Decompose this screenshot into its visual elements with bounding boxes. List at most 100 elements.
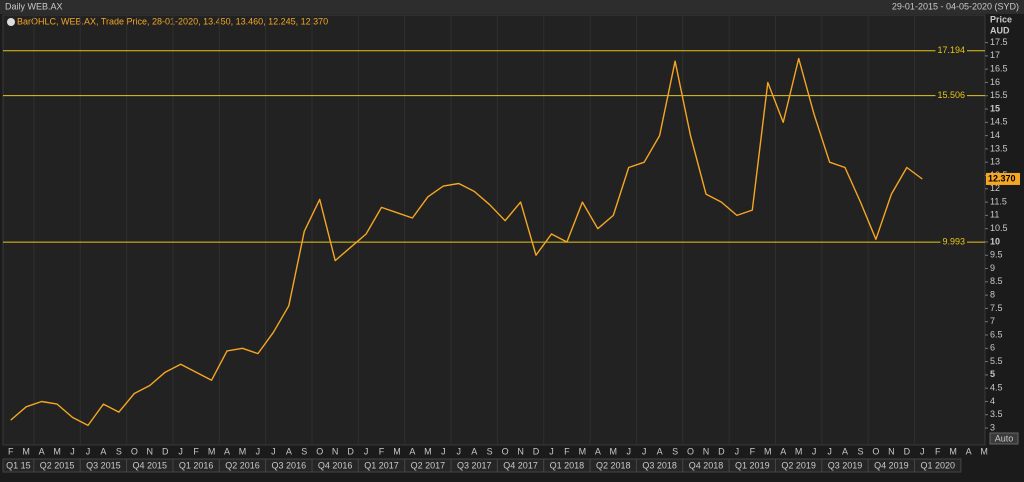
quarter-label: Q4 2018	[689, 460, 724, 470]
y-tick-label: 3.5	[990, 409, 1003, 419]
y-tick-label: 10	[990, 236, 1000, 246]
x-tick-label: M	[579, 446, 587, 456]
x-tick-label: M	[764, 446, 772, 456]
quarter-label: Q1 2017	[364, 460, 399, 470]
x-tick-label: M	[980, 446, 988, 456]
last-price-tag	[986, 172, 1020, 185]
x-tick-label: D	[162, 446, 169, 456]
plot-area	[2, 14, 986, 446]
y-tick-label: 9.5	[990, 250, 1003, 260]
x-tick-label: A	[842, 446, 848, 456]
x-tick-label: M	[22, 446, 30, 456]
x-tick-label: N	[147, 446, 154, 456]
level-label-bg	[935, 45, 967, 56]
quarter-label: Q2 2017	[411, 460, 446, 470]
x-tick-label: O	[502, 446, 509, 456]
y-tick-label: 13	[990, 157, 1000, 167]
y-tick-label: 11.5	[990, 196, 1007, 206]
y-axis-title: Price	[990, 14, 1012, 24]
auto-button-label[interactable]: Auto	[995, 433, 1014, 443]
x-tick-label: F	[564, 446, 570, 456]
y-tick-label: 11	[990, 210, 999, 220]
x-tick-label: F	[935, 446, 941, 456]
x-tick-label: A	[780, 446, 786, 456]
quarter-label: Q3 2019	[828, 460, 863, 470]
quarter-label: Q2 2015	[40, 460, 75, 470]
x-tick-label: F	[193, 446, 199, 456]
chart-title: Daily WEB.AX	[5, 1, 63, 11]
x-tick-label: A	[286, 446, 292, 456]
x-tick-label: D	[718, 446, 725, 456]
quarter-label: Q2 2019	[781, 460, 816, 470]
level-label-bg	[935, 89, 967, 100]
x-tick-label: S	[301, 446, 307, 456]
quarter-label: Q1 2020	[920, 460, 955, 470]
x-tick-label: J	[441, 446, 446, 456]
legend-icon	[7, 18, 15, 26]
x-tick-label: M	[53, 446, 61, 456]
level-label: 17.194	[937, 45, 965, 55]
x-tick-label: S	[116, 446, 122, 456]
x-tick-label: A	[409, 446, 415, 456]
x-tick-label: A	[39, 446, 45, 456]
level-label: 15.506	[937, 90, 965, 100]
quarter-label: Q4 2019	[874, 460, 909, 470]
quarter-label: Q4 2015	[133, 460, 168, 470]
y-tick-label: 16.5	[990, 64, 1008, 74]
quarter-label: Q3 2018	[642, 460, 677, 470]
x-tick-label: F	[750, 446, 756, 456]
x-tick-label: O	[316, 446, 323, 456]
quarter-label: Q2 2016	[225, 460, 260, 470]
quarter-label: Q3 2015	[86, 460, 121, 470]
x-tick-label: N	[332, 446, 339, 456]
quarter-label: Q4 2016	[318, 460, 353, 470]
x-tick-label: S	[487, 446, 493, 456]
x-tick-label: A	[657, 446, 663, 456]
y-tick-label: 4.5	[990, 383, 1003, 393]
x-tick-label: S	[857, 446, 863, 456]
x-tick-label: A	[966, 446, 972, 456]
y-tick-label: 17	[990, 50, 1000, 60]
x-tick-label: J	[626, 446, 631, 456]
x-tick-label: D	[904, 446, 911, 456]
x-tick-label: J	[812, 446, 817, 456]
y-tick-label: 7	[990, 316, 995, 326]
x-tick-label: J	[86, 446, 91, 456]
x-tick-label: J	[364, 446, 369, 456]
quarter-label: Q3 2016	[272, 460, 307, 470]
auto-button[interactable]	[989, 432, 1019, 445]
x-tick-label: N	[888, 446, 895, 456]
x-tick-label: J	[549, 446, 554, 456]
y-tick-label: 8	[990, 289, 995, 299]
x-tick-label: M	[949, 446, 957, 456]
x-tick-label: A	[595, 446, 601, 456]
x-tick-label: D	[533, 446, 540, 456]
quarter-label: Q4 2017	[503, 460, 538, 470]
y-tick-label: 13.5	[990, 143, 1008, 153]
y-tick-label: 6.5	[990, 329, 1003, 339]
x-tick-label: M	[610, 446, 618, 456]
price-line	[10, 57, 923, 427]
quarter-label: Q1 15	[6, 460, 31, 470]
quarter-label: Q1 2018	[550, 460, 585, 470]
quarter-label: Q1 2016	[179, 460, 214, 470]
x-tick-label: A	[471, 446, 477, 456]
x-tick-label: J	[827, 446, 832, 456]
x-tick-label: F	[8, 446, 14, 456]
x-tick-label: M	[795, 446, 803, 456]
y-tick-label: 17.5	[990, 37, 1008, 47]
x-tick-label: J	[920, 446, 925, 456]
y-tick-label: 15	[990, 103, 1000, 113]
x-tick-label: J	[256, 446, 261, 456]
x-tick-label: J	[735, 446, 740, 456]
y-tick-label: 15.5	[990, 90, 1008, 100]
x-tick-label: J	[70, 446, 75, 456]
x-tick-label: N	[517, 446, 524, 456]
y-tick-label: 7.5	[990, 303, 1003, 313]
level-label: 9.993	[942, 237, 965, 247]
y-tick-label: 12	[990, 183, 1000, 193]
y-axis-unit: AUD	[990, 25, 1010, 35]
x-tick-label: J	[457, 446, 462, 456]
